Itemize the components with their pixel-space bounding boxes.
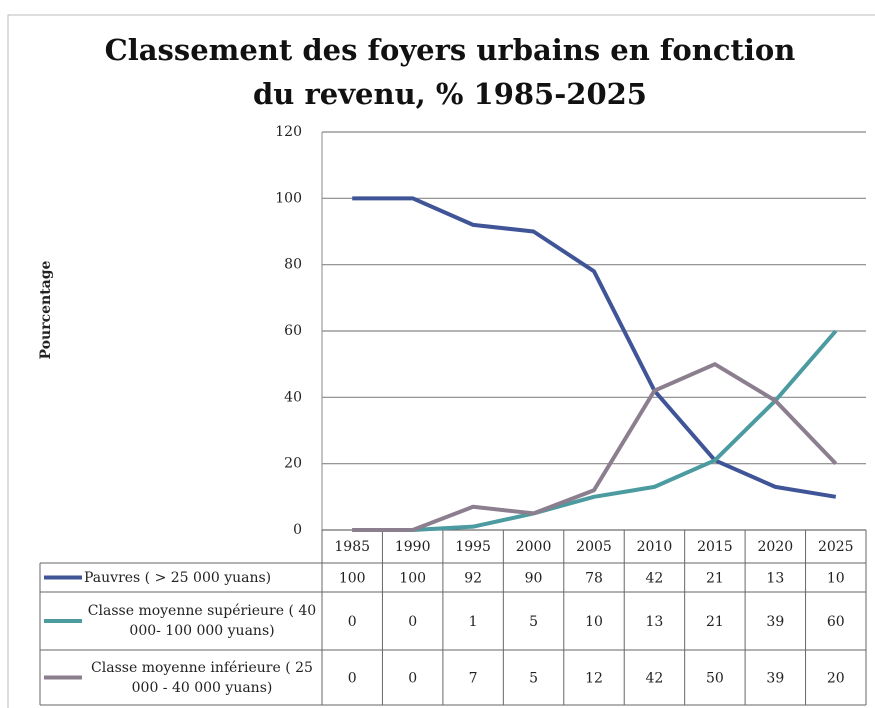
table-value: 42 xyxy=(646,571,664,587)
table-value: 60 xyxy=(827,614,845,630)
x-tick-label: 1985 xyxy=(334,539,370,555)
legend-label: Classe moyenne inférieure ( 25 000 - 40 … xyxy=(91,659,313,696)
y-axis-label: Pourcentage xyxy=(38,260,54,359)
y-tick-label: 100 xyxy=(275,190,302,206)
table-value: 21 xyxy=(706,614,724,630)
table-value: 100 xyxy=(339,571,366,587)
series-line xyxy=(352,329,838,532)
table-value: 13 xyxy=(646,614,664,630)
table-value: 90 xyxy=(525,571,543,587)
table-value: 39 xyxy=(766,614,784,630)
table-value: 10 xyxy=(827,571,845,587)
chart-title: Classement des foyers urbains en fonctio… xyxy=(104,33,796,111)
x-tick-label: 2010 xyxy=(637,539,673,555)
legend-label: Classe moyenne supérieure ( 40 000- 100 … xyxy=(87,603,317,639)
y-tick-label: 60 xyxy=(284,323,302,339)
y-tick-label: 120 xyxy=(275,124,302,140)
table-value: 7 xyxy=(469,671,478,687)
table-value: 1 xyxy=(469,614,478,630)
x-tick-label: 2015 xyxy=(697,539,733,555)
table-value: 5 xyxy=(529,671,538,687)
y-tick-label: 80 xyxy=(284,257,302,273)
table-value: 50 xyxy=(706,671,724,687)
table-value: 92 xyxy=(464,571,482,587)
x-tick-label: 2020 xyxy=(758,539,794,555)
series-line xyxy=(352,196,837,499)
x-tick-label: 2025 xyxy=(818,539,854,555)
table-value: 13 xyxy=(766,571,784,587)
table-value: 100 xyxy=(399,571,426,587)
table-value: 21 xyxy=(706,571,724,587)
y-tick-label: 20 xyxy=(284,456,302,472)
table-value: 39 xyxy=(766,671,784,687)
y-tick-label: 0 xyxy=(293,522,302,538)
x-tick-label: 1995 xyxy=(455,539,491,555)
table-value: 20 xyxy=(827,671,845,687)
y-tick-label: 40 xyxy=(284,389,302,405)
table-value: 78 xyxy=(585,571,603,587)
table-value: 5 xyxy=(529,614,538,630)
table-value: 0 xyxy=(408,671,417,687)
x-tick-label: 1990 xyxy=(395,539,431,555)
frame xyxy=(7,14,875,708)
series-line xyxy=(352,362,838,532)
x-tick-label: 2000 xyxy=(516,539,552,555)
x-tick-label: 2005 xyxy=(576,539,612,555)
table-value: 12 xyxy=(585,671,603,687)
table-value: 0 xyxy=(348,614,357,630)
table-value: 10 xyxy=(585,614,603,630)
table-value: 0 xyxy=(348,671,357,687)
table-value: 42 xyxy=(646,671,664,687)
legend-label: Pauvres ( > 25 000 yuans) xyxy=(84,569,272,586)
table-value: 0 xyxy=(408,614,417,630)
